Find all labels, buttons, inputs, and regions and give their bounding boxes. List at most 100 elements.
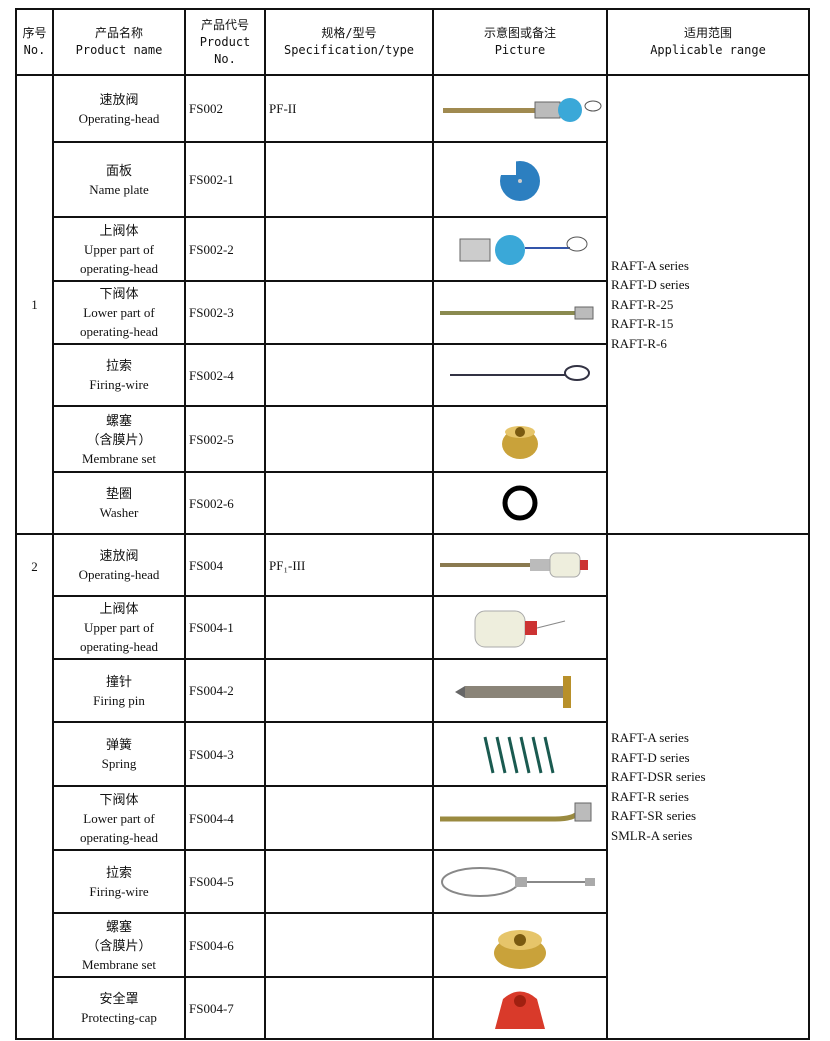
product-name-line: 拉索	[105, 864, 132, 880]
table-row: 面板 Name plate FS002-1	[16, 141, 809, 218]
spring-icon	[432, 721, 608, 787]
product-name: 螺塞 （含膜片） Membrane set	[52, 912, 186, 978]
product-spec	[264, 721, 434, 787]
product-name: 下阀体 Lower part of operating-head	[52, 280, 186, 345]
header-code: 产品代号 Product No.	[184, 8, 266, 76]
product-spec: PF₁-III	[264, 533, 434, 597]
product-spec	[264, 280, 434, 345]
product-name: 弹簧 Spring	[52, 721, 186, 787]
product-name-line: 下阀体	[99, 791, 139, 807]
product-name-line: 螺塞	[105, 412, 132, 428]
product-name-line: Name plate	[89, 181, 149, 197]
applicable-range: RAFT-A series RAFT-D series RAFT-DSR serie…	[606, 533, 810, 1040]
product-name-line: 面板	[105, 162, 132, 178]
product-spec	[264, 405, 434, 473]
product-name-line: Firing pin	[93, 692, 145, 708]
product-name-line: （含膜片）	[86, 937, 152, 953]
range-item: RAFT-DSR series	[611, 769, 706, 784]
range-item: RAFT-R-25	[611, 296, 674, 312]
range-item: RAFT-SR series	[611, 808, 697, 823]
product-name-line: Firing-wire	[89, 377, 149, 392]
header-code-en: Product	[199, 34, 251, 49]
product-name-line: （含膜片）	[86, 431, 152, 447]
header-name: 产品名称 Product name	[52, 8, 186, 76]
product-name-line: Lower part of	[83, 305, 155, 320]
lower-rod-icon	[432, 280, 608, 345]
header-no: 序号 No.	[15, 8, 54, 76]
table-row: 1 速放阀 Operating-head FS002 PF-II RAFT-A serie…	[15, 74, 810, 535]
product-name-line: Washer	[99, 505, 139, 520]
table-row: 安全罩 Protecting-cap FS004-7	[16, 976, 809, 1040]
product-spec	[264, 343, 434, 407]
product-name-line: 拉索	[105, 358, 132, 373]
firing-wire-small-icon	[432, 343, 608, 407]
product-name: 撞针 Firing pin	[52, 658, 186, 723]
product-name-line: Protecting-cap	[81, 1010, 157, 1025]
protecting-cap-icon	[432, 976, 608, 1040]
operating-head-blue-icon	[432, 74, 608, 143]
range-item: RAFT-D series	[611, 749, 690, 765]
name-plate-icon	[432, 141, 608, 218]
header-range-en: Applicable range	[650, 43, 766, 57]
range-item: SMLR-A series	[611, 827, 693, 843]
product-name: 速放阀 Operating-head	[52, 533, 186, 597]
table-row: 上阀体 Upper part of operating-head FS002-2	[16, 216, 809, 282]
firing-pin-icon	[432, 658, 608, 723]
product-name-line: Operating-head	[78, 110, 160, 126]
product-spec	[264, 976, 434, 1040]
product-name-line: operating-head	[80, 260, 158, 276]
product-name-line: Operating-head	[78, 567, 160, 582]
item-number: 2	[15, 533, 54, 1040]
product-spec	[264, 658, 434, 723]
product-name-line: operating-head	[80, 324, 158, 339]
product-name: 安全罩 Protecting-cap	[52, 976, 186, 1040]
product-name: 上阀体 Upper part of operating-head	[52, 216, 186, 282]
product-name-line: Upper part of	[83, 620, 155, 635]
header-code-en2: No.	[214, 51, 236, 66]
applicable-range: RAFT-A series RAFT-D series RAFT-R-25 RAFT-…	[606, 74, 810, 535]
product-code: FS004-5	[184, 849, 266, 914]
header-picture-cn: 示意图或备注	[483, 26, 556, 40]
product-spec	[264, 849, 434, 914]
header-picture-en: Picture	[494, 43, 546, 57]
header-spec: 规格/型号 Specification/type	[264, 8, 434, 76]
product-spec: PF-II	[264, 74, 434, 143]
product-code: FS004-6	[184, 912, 266, 978]
operating-head-white-icon	[432, 533, 608, 597]
product-name-line: Membrane set	[81, 956, 156, 972]
header-name-cn: 产品名称	[94, 26, 143, 40]
lower-bent-rod-icon	[432, 785, 608, 851]
header-no-cn: 序号	[22, 26, 47, 40]
product-code: FS002-5	[184, 405, 266, 473]
product-name: 面板 Name plate	[52, 141, 186, 218]
product-name-line: Membrane set	[81, 450, 156, 466]
table-row: 螺塞 （含膜片） Membrane set FS004-6	[16, 912, 809, 978]
upper-head-blue-icon	[432, 216, 608, 282]
header-spec-cn: 规格/型号	[321, 26, 377, 40]
range-item: RAFT-D series	[611, 277, 690, 293]
washer-icon	[432, 471, 608, 535]
table-row: 拉索 Firing-wire FS004-5	[16, 849, 809, 914]
product-code: FS002-3	[184, 280, 266, 345]
product-code: FS002-6	[184, 471, 266, 535]
product-name-line: 螺塞	[105, 918, 132, 934]
header-no-en: No.	[23, 43, 46, 57]
membrane-plug-large-icon	[432, 912, 608, 978]
product-name-line: Firing-wire	[89, 883, 149, 899]
product-code: FS002-2	[184, 216, 266, 282]
table-row: 弹簧 Spring FS004-3	[16, 721, 809, 787]
product-code: FS002	[184, 74, 266, 143]
product-name: 上阀体 Upper part of operating-head	[52, 595, 186, 660]
product-name-line: 弹簧	[105, 737, 132, 752]
product-name-line: 下阀体	[99, 286, 139, 301]
product-name-line: 速放阀	[99, 91, 139, 107]
range-item: RAFT-R series	[611, 788, 689, 804]
product-name: 下阀体 Lower part of operating-head	[52, 785, 186, 851]
product-spec	[264, 471, 434, 535]
header-picture: 示意图或备注 Picture	[432, 8, 608, 76]
product-name-line: Spring	[101, 756, 137, 771]
product-name-line: 速放阀	[99, 548, 139, 563]
product-name-line: 垫圈	[105, 486, 132, 501]
product-name-line: 安全罩	[99, 991, 139, 1006]
table-row: 拉索 Firing-wire FS002-4	[16, 343, 809, 407]
